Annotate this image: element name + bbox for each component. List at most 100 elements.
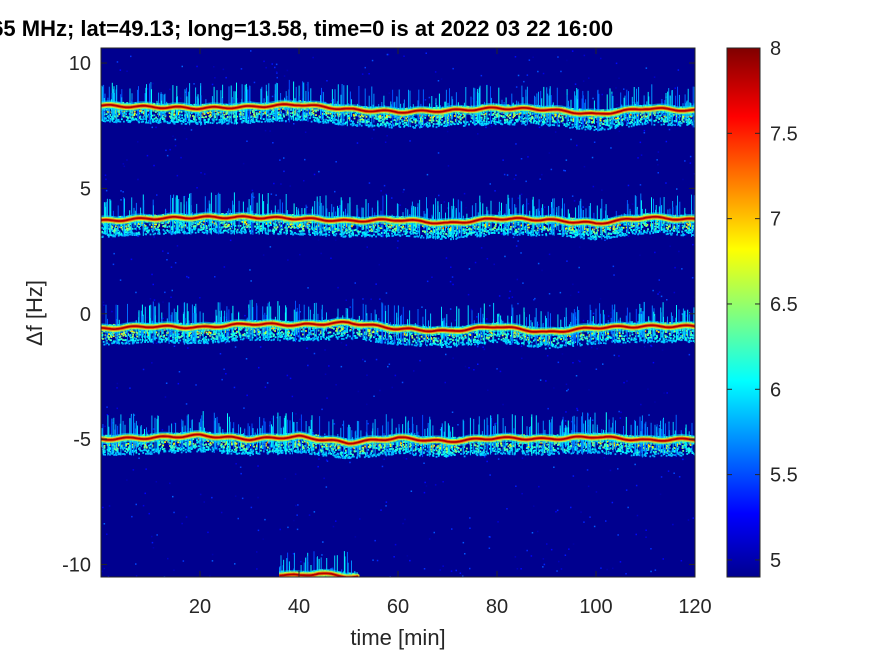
band-speck — [428, 124, 431, 127]
noise-speck — [135, 563, 137, 565]
band-speck — [435, 123, 438, 125]
noise-speck — [180, 97, 182, 100]
chart-title: =4.65 MHz; lat=49.13; long=13.58, time=0… — [0, 16, 614, 41]
band-speck — [506, 120, 509, 123]
band-speck — [173, 122, 176, 125]
noise-speck — [474, 261, 477, 264]
band-speck — [222, 118, 225, 121]
noise-speck — [678, 476, 681, 478]
noise-speck — [224, 342, 227, 344]
band-speck — [253, 116, 256, 118]
band-speck — [428, 119, 431, 122]
noise-speck — [548, 253, 551, 256]
noise-speck — [618, 130, 621, 132]
noise-speck — [209, 575, 211, 577]
band-speck — [200, 123, 203, 125]
noise-speck — [229, 239, 232, 242]
band-speck — [385, 124, 387, 127]
noise-speck — [404, 518, 406, 521]
noise-speck — [497, 446, 500, 448]
noise-speck — [504, 255, 506, 258]
band-speck — [419, 120, 422, 123]
noise-speck — [320, 252, 322, 255]
band-speck — [400, 118, 403, 121]
band-speck — [311, 113, 314, 115]
band-speck — [535, 114, 537, 117]
band-speck — [569, 126, 571, 129]
band-speck — [681, 117, 684, 120]
band-speck — [447, 121, 449, 124]
band-speck — [329, 119, 331, 121]
noise-speck — [317, 465, 319, 468]
noise-speck — [211, 496, 213, 499]
band-speck — [127, 121, 130, 123]
noise-speck — [619, 561, 622, 563]
band-speck — [238, 113, 241, 116]
noise-speck — [246, 444, 248, 446]
noise-speck — [674, 266, 676, 269]
band-speck — [625, 116, 627, 119]
band-speck — [179, 113, 181, 116]
band-speck — [430, 121, 433, 124]
band-speck — [431, 117, 434, 120]
band-speck — [471, 117, 473, 119]
band-speck — [578, 121, 581, 124]
band-speck — [523, 121, 525, 124]
noise-speck — [241, 497, 244, 500]
band-speck — [484, 123, 487, 126]
band-speck — [192, 120, 195, 123]
band-speck — [415, 118, 417, 121]
band-speck — [226, 116, 229, 118]
band-speck — [256, 114, 259, 116]
noise-speck — [380, 509, 382, 511]
noise-speck — [692, 243, 694, 246]
band-speck — [494, 123, 497, 126]
noise-speck — [324, 349, 326, 351]
band-speck — [424, 114, 427, 117]
band-speck — [663, 119, 666, 122]
noise-speck — [270, 418, 273, 420]
noise-speck — [589, 516, 591, 518]
band-speck — [674, 120, 676, 123]
band-speck — [475, 117, 477, 120]
noise-speck — [681, 268, 683, 270]
noise-speck — [595, 491, 598, 493]
noise-speck — [570, 506, 572, 509]
band-speck — [599, 124, 602, 127]
noise-speck — [174, 227, 176, 230]
band-speck — [644, 122, 647, 125]
band-speck — [269, 113, 272, 116]
band-speck — [636, 115, 639, 118]
band-speck — [542, 120, 544, 123]
noise-speck — [515, 143, 517, 145]
band-speck — [663, 115, 666, 117]
noise-speck — [379, 298, 381, 300]
noise-speck — [639, 254, 641, 256]
band-speck — [500, 122, 502, 125]
noise-speck — [582, 80, 585, 82]
noise-speck — [153, 299, 156, 301]
noise-speck — [487, 389, 489, 391]
band-speck — [362, 120, 364, 123]
band-speck — [278, 117, 280, 120]
noise-speck — [564, 554, 567, 556]
noise-speck — [251, 189, 254, 192]
noise-speck — [477, 133, 479, 135]
noise-speck — [256, 568, 258, 570]
band-speck — [557, 115, 560, 118]
noise-speck — [240, 472, 242, 475]
band-speck — [228, 112, 231, 114]
band-speck — [420, 125, 422, 127]
noise-speck — [569, 216, 571, 218]
band-speck — [445, 125, 448, 127]
band-speck — [327, 112, 330, 115]
noise-speck — [406, 555, 409, 557]
noise-speck — [437, 152, 440, 154]
noise-speck — [250, 506, 253, 509]
band-speck — [223, 113, 226, 116]
band-speck — [509, 120, 512, 122]
band-speck — [537, 122, 540, 125]
band-speck — [250, 120, 253, 122]
band-speck — [531, 113, 534, 115]
noise-speck — [313, 352, 316, 355]
